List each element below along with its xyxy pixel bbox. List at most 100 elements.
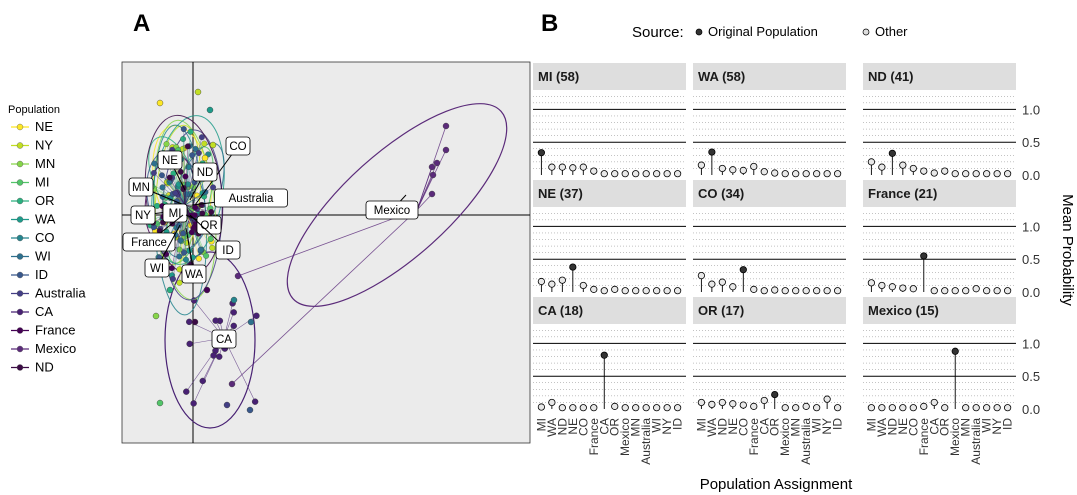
legend-label-wi: WI	[35, 249, 51, 264]
mexico-spoke	[416, 174, 434, 210]
cluster-spoke	[183, 129, 186, 206]
point-wi	[177, 237, 184, 244]
source-legend: Source: Original Population Other	[632, 24, 908, 41]
y-tick-label: 1.0	[1022, 336, 1040, 351]
lollipop-point-france	[920, 167, 928, 175]
facet-title: CO (34)	[698, 186, 744, 201]
source-original-swatch	[695, 28, 703, 36]
x-tick-label-mexico: Mexico	[778, 418, 792, 456]
facet-strip	[533, 63, 686, 90]
legend-swatch-france	[16, 327, 24, 334]
x-axis-title: Population Assignment	[700, 476, 853, 493]
y-tick-label: 0.0	[1022, 168, 1040, 183]
point-nd	[199, 210, 206, 217]
lollipop-point-co	[739, 266, 747, 274]
point-co	[230, 296, 238, 304]
point-nd	[166, 174, 173, 181]
lollipop-point-wa	[548, 163, 556, 171]
lollipop-point-wi	[813, 170, 821, 178]
lollipop-point-mexico	[781, 404, 789, 412]
lollipop-point-mi	[537, 277, 545, 286]
y-axis-title: Mean Probability	[1059, 194, 1076, 306]
lollipop-point-wi	[653, 170, 661, 178]
legend-swatch-mn	[16, 160, 24, 168]
lollipop-point-france	[590, 404, 598, 412]
lollipop-point-id	[1004, 404, 1012, 412]
lollipop-point-co	[579, 404, 587, 412]
x-tick-label-australia: Australia	[799, 418, 813, 465]
lollipop-point-wa	[708, 400, 716, 409]
point-ca	[190, 400, 197, 407]
lollipop-point-france	[590, 167, 598, 175]
ellipse-mexico	[286, 103, 508, 307]
x-tick-label-france: France	[917, 418, 931, 456]
group-label-co: CO	[229, 141, 246, 153]
x-tick-label-id: ID	[1001, 418, 1015, 430]
point-ny	[176, 266, 183, 273]
lollipop-point-ny	[823, 170, 831, 178]
lollipop-point-or	[941, 404, 949, 412]
x-tick-label-id: ID	[831, 418, 845, 430]
lollipop-point-mexico	[951, 287, 959, 295]
lollipop-point-ne	[569, 263, 577, 271]
lollipop-point-nd	[558, 276, 566, 284]
y-tick-label: 1.0	[1022, 219, 1040, 234]
label-box-wi	[144, 258, 170, 278]
x-tick-label-france: France	[587, 418, 601, 456]
source-other-swatch	[862, 28, 870, 36]
legend-label-nd: ND	[35, 360, 54, 375]
group-label-wa: WA	[185, 269, 203, 281]
lollipop-point-mi	[697, 271, 705, 280]
x-tick-label-ny: NY	[660, 418, 674, 435]
lollipop-point-mn	[632, 170, 640, 178]
point-id	[246, 406, 254, 414]
lollipop-point-ne	[729, 166, 737, 174]
lollipop-point-ca	[760, 287, 768, 295]
lollipop-point-or	[611, 170, 619, 178]
lollipop-point-wi	[653, 404, 661, 412]
facet-strip	[533, 180, 686, 207]
lollipop-point-mexico	[621, 287, 629, 295]
lollipop-point-nd	[718, 278, 726, 286]
group-label-mi: MI	[169, 208, 182, 220]
lollipop-point-co	[909, 285, 917, 293]
point-ca	[251, 398, 259, 405]
ca-spoke	[193, 337, 225, 404]
point-australia	[223, 401, 231, 409]
label-box-ny	[130, 205, 156, 225]
x-tick-label-mn: MN	[959, 418, 973, 437]
point-ca	[186, 340, 193, 348]
label-box-mi	[162, 203, 188, 223]
lollipop-point-id	[1004, 287, 1012, 295]
label-box-wa	[181, 264, 207, 284]
point-nd	[191, 318, 199, 326]
point-ca	[230, 309, 237, 316]
x-tick-label-france: France	[747, 418, 761, 456]
panel-b-facets: MI (58) WA (58) ND (41) 0.0 0.5 1.0 NE (37) CO …	[533, 63, 1040, 465]
lollipop-point-australia	[642, 287, 650, 295]
y-tick-label: 0.0	[1022, 285, 1040, 300]
facet-title: Mexico (15)	[868, 303, 939, 318]
lollipop-point-mexico	[951, 347, 959, 355]
point-or	[187, 128, 194, 135]
point-ca	[212, 317, 219, 324]
group-label-id: ID	[222, 245, 234, 257]
facet-mexico: Mexico (15) MIWANDNECOFranceCAORMexicoMNA…	[863, 297, 1040, 465]
source-original-label: Original Population	[708, 24, 818, 39]
lollipop-point-or	[611, 402, 619, 410]
point-wi	[176, 253, 183, 260]
legend-label-co: CO	[35, 230, 55, 245]
x-tick-label-wa: WA	[545, 418, 559, 437]
point-ca	[253, 312, 260, 320]
x-tick-label-nd: ND	[555, 418, 569, 436]
lollipop-point-ny	[993, 170, 1001, 178]
lollipop-point-mi	[867, 279, 875, 287]
lollipop-point-australia	[972, 170, 980, 178]
legend-swatch-ca	[16, 308, 24, 316]
group-label-mexico: Mexico	[374, 205, 410, 217]
facet-ca: CA (18) MIWANDNECOFranceCAORMexicoMNAustr…	[533, 297, 686, 465]
lollipop-point-france	[590, 285, 598, 293]
lollipop-point-mi	[867, 404, 875, 412]
lollipop-point-mexico	[621, 170, 629, 178]
facet-ne: NE (37)	[533, 180, 686, 295]
